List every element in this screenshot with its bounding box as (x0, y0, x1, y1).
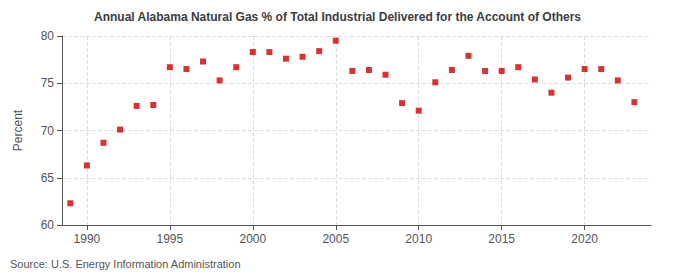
svg-text:1990: 1990 (74, 232, 101, 246)
svg-text:75: 75 (41, 76, 55, 90)
svg-text:60: 60 (41, 218, 55, 232)
svg-text:65: 65 (41, 171, 55, 185)
svg-text:80: 80 (41, 29, 55, 43)
svg-text:2005: 2005 (322, 232, 349, 246)
svg-text:2010: 2010 (405, 232, 432, 246)
svg-text:Annual Alabama Natural Gas % o: Annual Alabama Natural Gas % of Total In… (94, 10, 581, 24)
svg-text:Percent: Percent (11, 109, 25, 151)
svg-text:1995: 1995 (156, 232, 183, 246)
svg-text:70: 70 (41, 124, 55, 138)
svg-text:2015: 2015 (488, 232, 515, 246)
svg-text:Source: U.S. Energy Informatio: Source: U.S. Energy Information Administ… (10, 258, 241, 270)
svg-text:2000: 2000 (239, 232, 266, 246)
svg-text:2020: 2020 (571, 232, 598, 246)
